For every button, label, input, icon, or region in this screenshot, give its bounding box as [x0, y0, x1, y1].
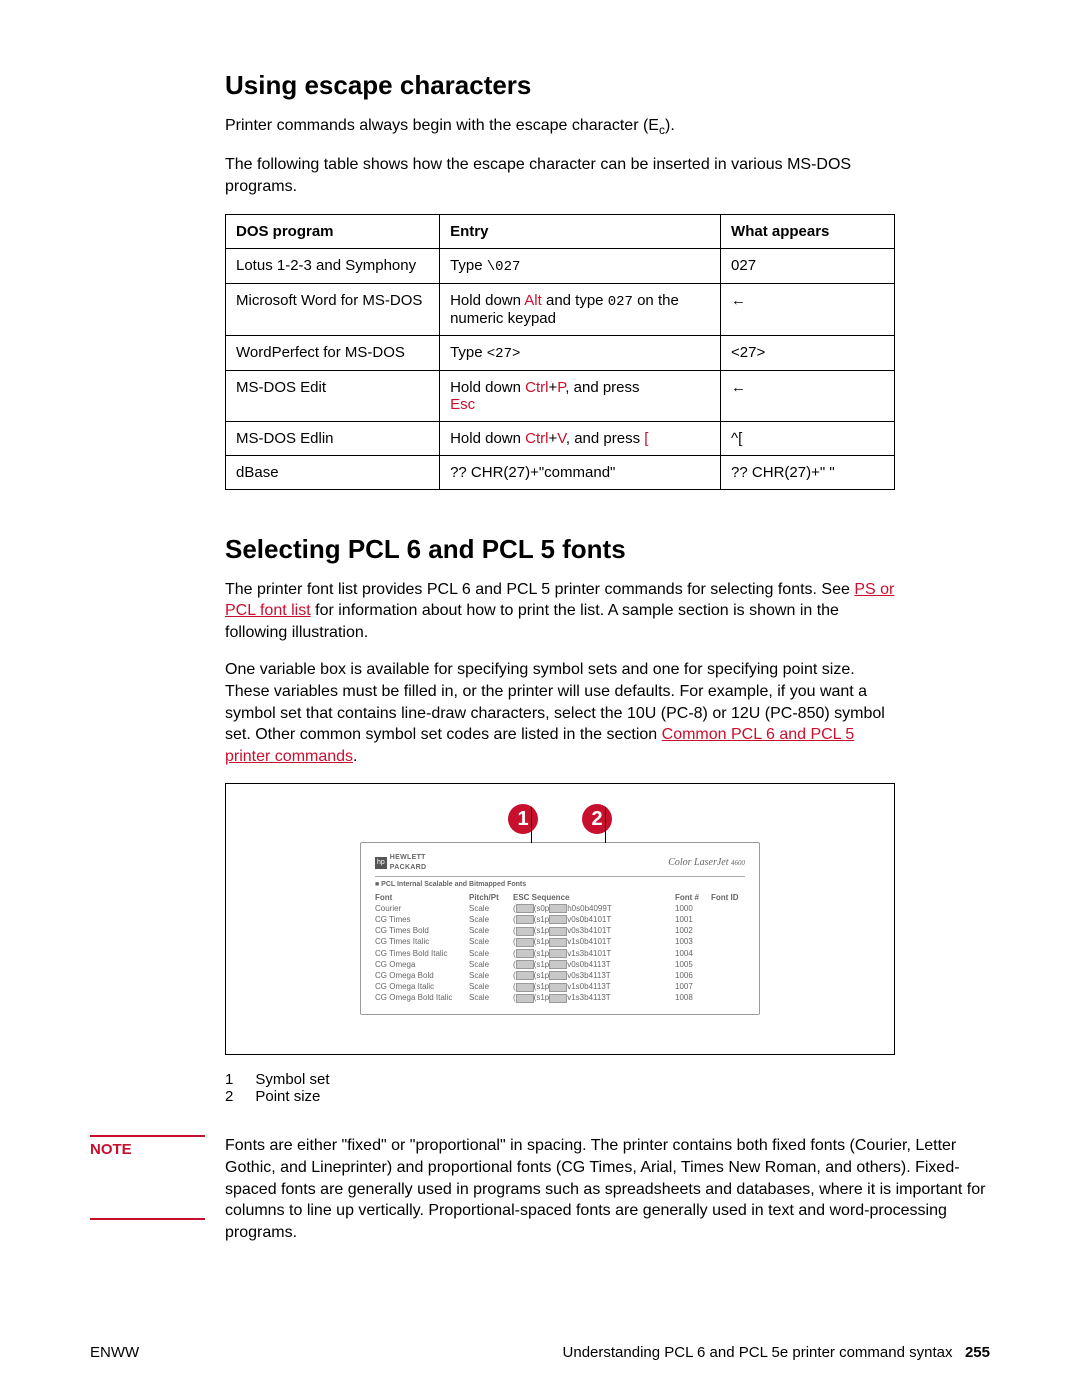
legend-text: Point size	[255, 1088, 320, 1105]
sample-row: CG Omega BoldScale((s1pv0s3b4113T1006	[375, 970, 745, 981]
cell-program: MS-DOS Edit	[226, 370, 440, 421]
callout-1: 1	[508, 804, 538, 834]
footer-right: Understanding PCL 6 and PCL 5e printer c…	[563, 1344, 990, 1361]
content-column: Using escape characters Printer commands…	[225, 70, 895, 1105]
section2-para1: The printer font list provides PCL 6 and…	[225, 579, 895, 644]
sample-row: CG TimesScale((s1pv0s0b4101T1001	[375, 914, 745, 925]
sample-row: CourierScale((s0ph0s0b4099T1000	[375, 903, 745, 914]
section1-para2: The following table shows how the escape…	[225, 154, 895, 197]
illustration-legend: 1 Symbol set 2 Point size	[225, 1071, 895, 1105]
section2-para2: One variable box is available for specif…	[225, 659, 895, 767]
th-program: DOS program	[226, 214, 440, 248]
cell-appears: ^[	[721, 421, 895, 455]
cell-program: dBase	[226, 455, 440, 489]
section1-heading: Using escape characters	[225, 70, 895, 101]
sample-row: CG OmegaScale((s1pv0s0b4113T1005	[375, 959, 745, 970]
section2-heading: Selecting PCL 6 and PCL 5 fonts	[225, 534, 895, 565]
product-name: Color LaserJet 4600	[668, 856, 745, 870]
section1-para1: Printer commands always begin with the e…	[225, 115, 895, 138]
table-row: MS-DOS Edlin Hold down Ctrl+V, and press…	[226, 421, 895, 455]
footer-left: ENWW	[90, 1344, 139, 1361]
cell-entry: Hold down Alt and type 027 on the numeri…	[440, 283, 721, 335]
escape-table: DOS program Entry What appears Lotus 1-2…	[225, 214, 895, 490]
para1-pre: Printer commands always begin with the e…	[225, 117, 659, 134]
legend-num: 2	[225, 1088, 233, 1105]
hp-logo: hp HEWLETTPACKARD	[375, 853, 426, 873]
document-page: Using escape characters Printer commands…	[0, 0, 1080, 1397]
cell-entry: ?? CHR(27)+"command"	[440, 455, 721, 489]
cell-entry: Type \027	[440, 248, 721, 283]
table-row: dBase ?? CHR(27)+"command" ?? CHR(27)+" …	[226, 455, 895, 489]
cell-appears: <27>	[721, 335, 895, 370]
page-number: 255	[965, 1344, 990, 1361]
callouts: 1 2	[246, 804, 874, 834]
cell-appears: ←	[721, 283, 895, 335]
cell-appears: ←	[721, 370, 895, 421]
cell-appears: 027	[721, 248, 895, 283]
table-row: Microsoft Word for MS-DOS Hold down Alt …	[226, 283, 895, 335]
sample-row: CG Times BoldScale((s1pv0s3b4101T1002	[375, 925, 745, 936]
table-row: WordPerfect for MS-DOS Type <27> <27>	[226, 335, 895, 370]
illustration: 1 2 hp HEWLETTPACKARD Color LaserJet 460…	[246, 804, 874, 1034]
th-entry: Entry	[440, 214, 721, 248]
callout-2: 2	[582, 804, 612, 834]
page-footer: ENWW Understanding PCL 6 and PCL 5e prin…	[90, 1344, 990, 1361]
th-appears: What appears	[721, 214, 895, 248]
sample-subtitle: ■ PCL Internal Scalable and Bitmapped Fo…	[375, 880, 745, 890]
cell-program: Microsoft Word for MS-DOS	[226, 283, 440, 335]
cell-entry: Type <27>	[440, 335, 721, 370]
sample-row: CG Omega Bold ItalicScale((s1pv1s3b4113T…	[375, 992, 745, 1003]
cell-program: Lotus 1-2-3 and Symphony	[226, 248, 440, 283]
cell-program: MS-DOS Edlin	[226, 421, 440, 455]
illustration-frame: 1 2 hp HEWLETTPACKARD Color LaserJet 460…	[225, 783, 895, 1055]
cell-entry: Hold down Ctrl+V, and press [	[440, 421, 721, 455]
legend-num: 1	[225, 1071, 233, 1088]
table-row: MS-DOS Edit Hold down Ctrl+P, and press …	[226, 370, 895, 421]
note-text: Fonts are either "fixed" or "proportiona…	[225, 1135, 990, 1243]
cell-appears: ?? CHR(27)+" "	[721, 455, 895, 489]
note-label: NOTE	[90, 1135, 205, 1220]
cell-program: WordPerfect for MS-DOS	[226, 335, 440, 370]
sample-row: CG Omega ItalicScale((s1pv1s0b4113T1007	[375, 981, 745, 992]
para1-post: ).	[665, 117, 675, 134]
table-row: Lotus 1-2-3 and Symphony Type \027 027	[226, 248, 895, 283]
cell-entry: Hold down Ctrl+P, and press Esc	[440, 370, 721, 421]
sample-row: CG Times Bold ItalicScale((s1pv1s3b4101T…	[375, 948, 745, 959]
legend-text: Symbol set	[255, 1071, 329, 1088]
note-block: NOTE Fonts are either "fixed" or "propor…	[90, 1135, 990, 1243]
sample-font-list: hp HEWLETTPACKARD Color LaserJet 4600 ■ …	[360, 842, 760, 1014]
sample-row: CG Times ItalicScale((s1pv1s0b4101T1003	[375, 936, 745, 947]
